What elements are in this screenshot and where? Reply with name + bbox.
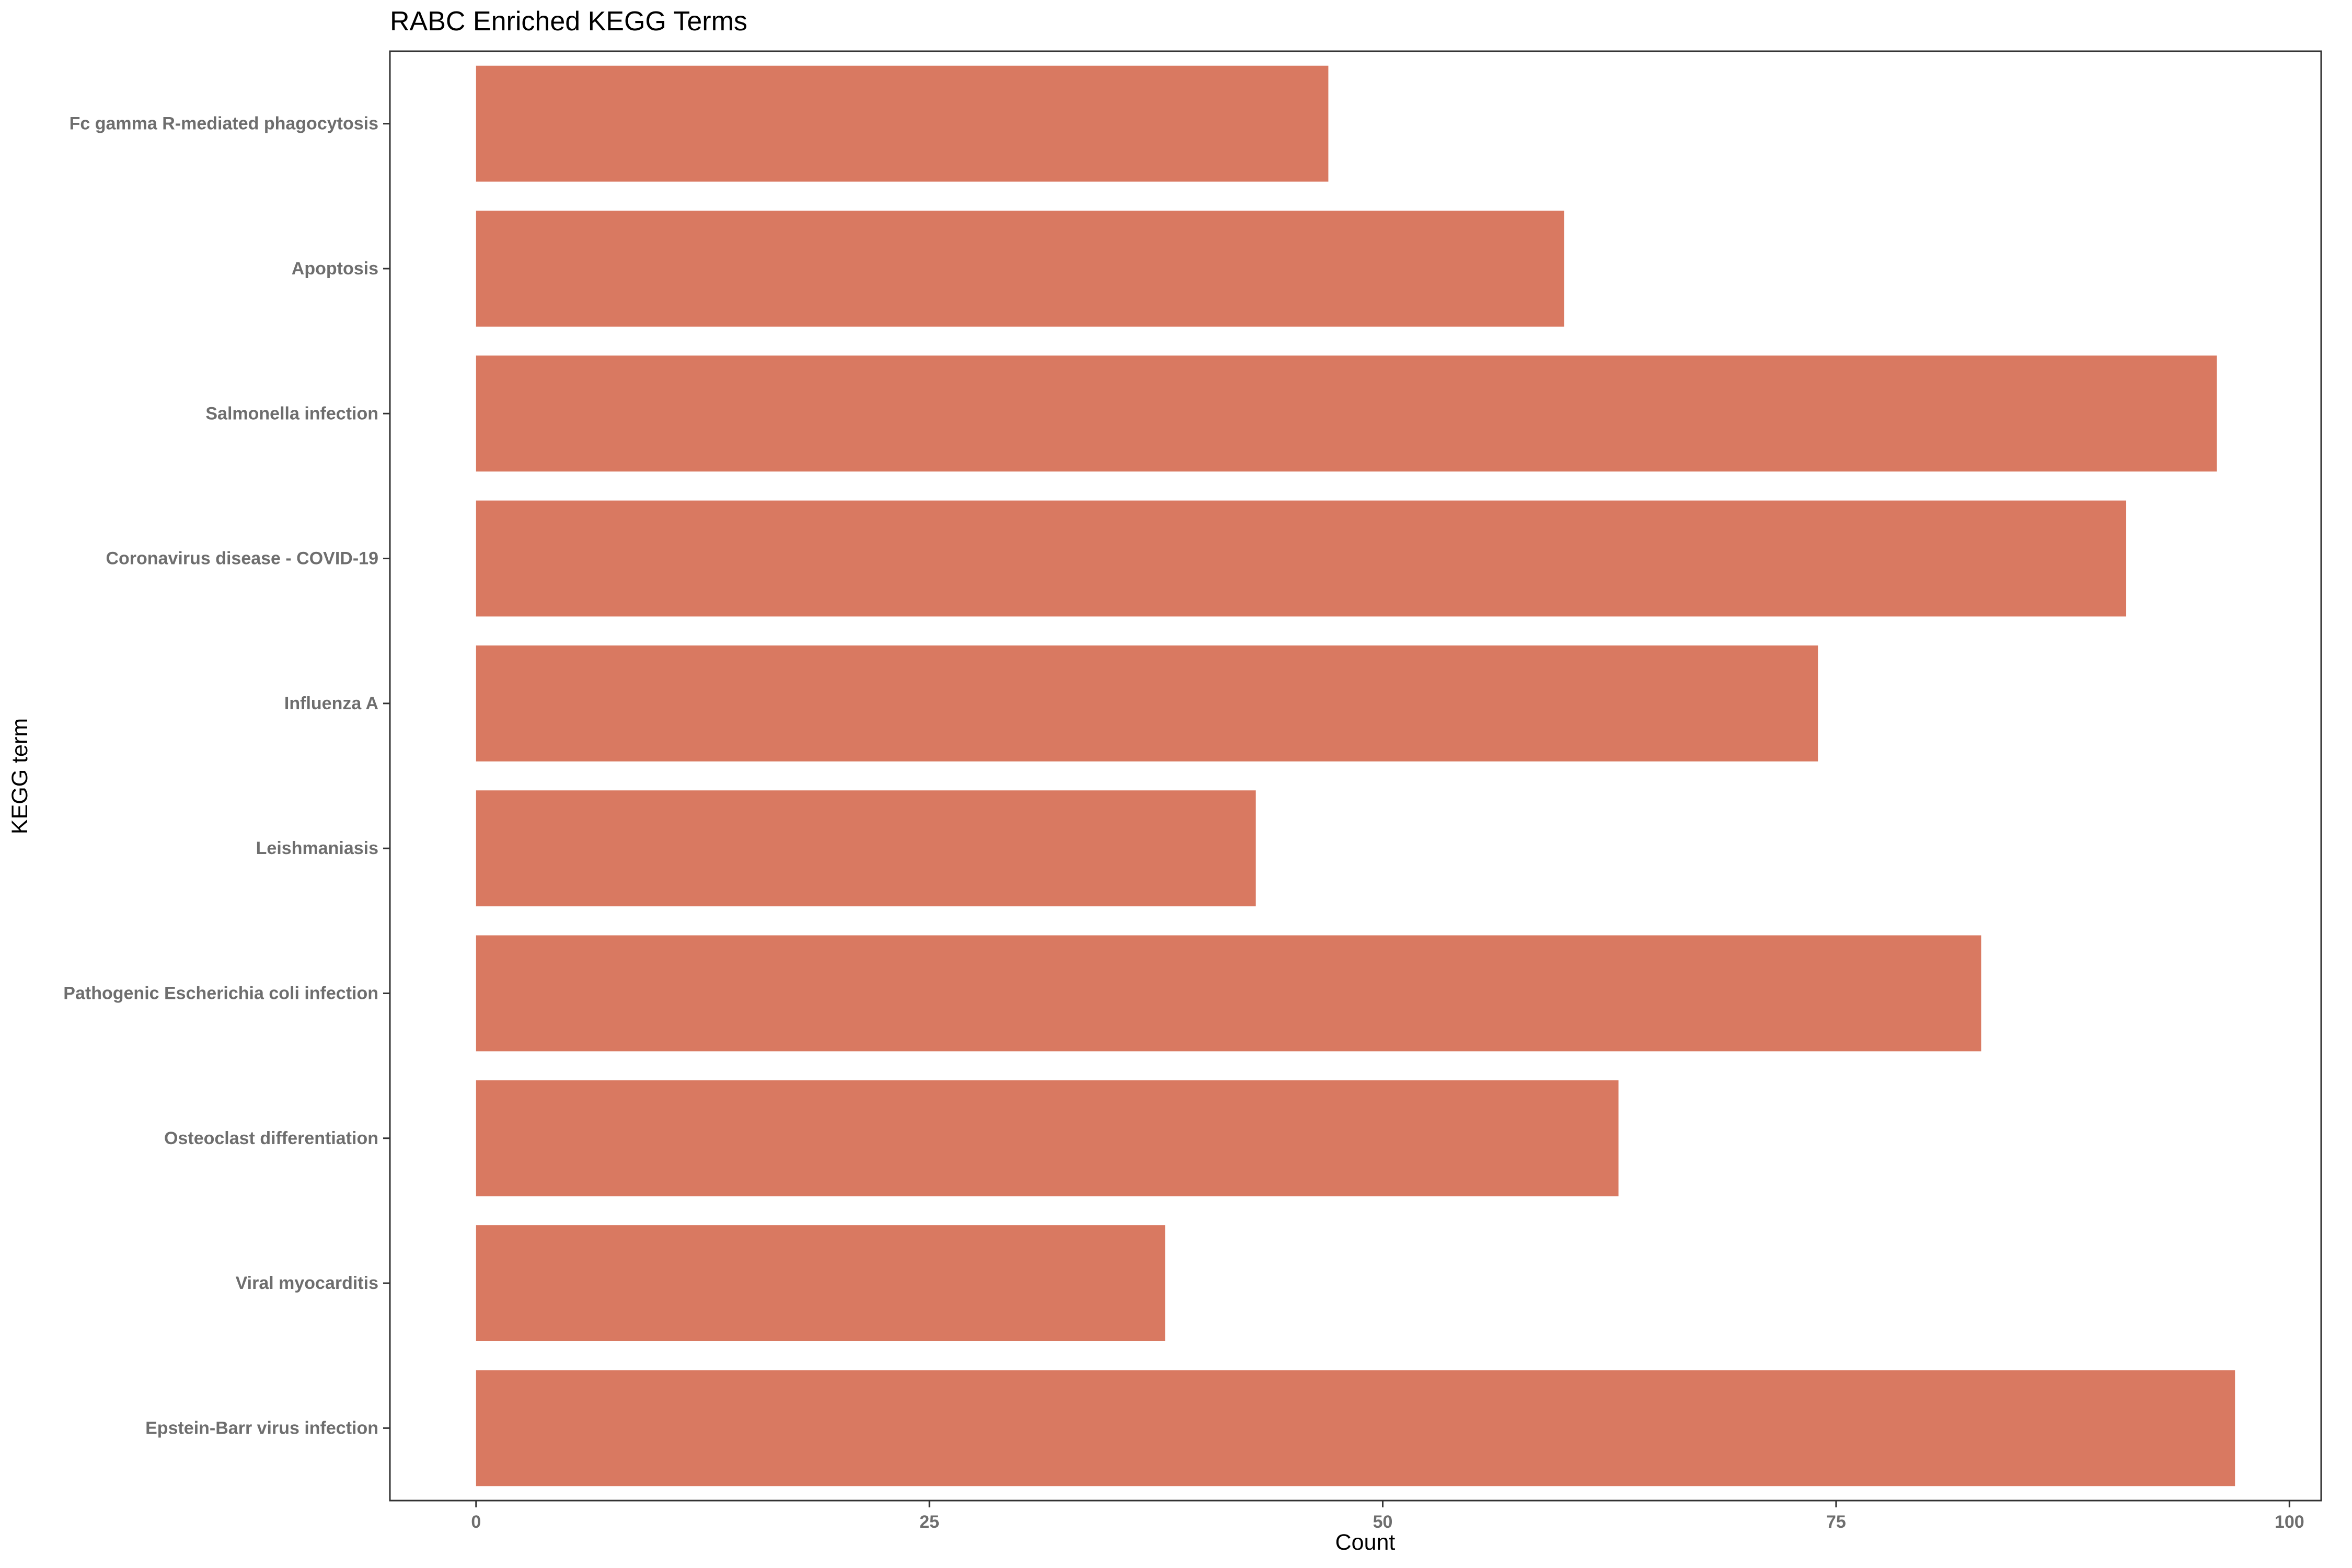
bar [476,935,1981,1052]
y-tick-label: Influenza A [284,694,378,713]
y-tick-label: Fc gamma R-mediated phagocytosis [70,114,378,134]
bar [476,500,2127,617]
y-tick-label: Epstein-Barr virus infection [145,1418,378,1438]
y-tick-label: Viral myocarditis [236,1273,378,1293]
bars-group [476,65,2235,1486]
bar [476,65,1329,182]
x-tick-label: 0 [471,1512,481,1532]
y-tick-label: Salmonella infection [205,403,378,423]
y-tick-label: Apoptosis [292,259,378,279]
bar [476,211,1564,327]
y-axis: Fc gamma R-mediated phagocytosis Apoptosi… [63,114,390,1438]
bar [476,1370,2235,1486]
bar [476,1080,1619,1196]
y-tick-label: Leishmaniasis [256,838,378,858]
x-tick-label: 25 [919,1512,939,1532]
bar [476,355,2217,472]
x-tick-label: 75 [1826,1512,1846,1532]
y-tick-label: Pathogenic Escherichia coli infection [63,983,378,1003]
x-tick-label: 50 [1373,1512,1393,1532]
x-axis: 0 25 50 75 100 [471,1501,2304,1532]
x-axis-title: Count [1335,1530,1396,1555]
y-axis-title: KEGG term [7,718,32,834]
bar [476,645,1818,762]
y-tick-label: Coronavirus disease - COVID-19 [106,549,378,569]
bar [476,790,1256,907]
y-tick-label: Osteoclast differentiation [164,1128,378,1148]
x-tick-label: 100 [2275,1512,2304,1532]
bar [476,1225,1166,1341]
chart-title: RABC Enriched KEGG Terms [390,6,747,37]
